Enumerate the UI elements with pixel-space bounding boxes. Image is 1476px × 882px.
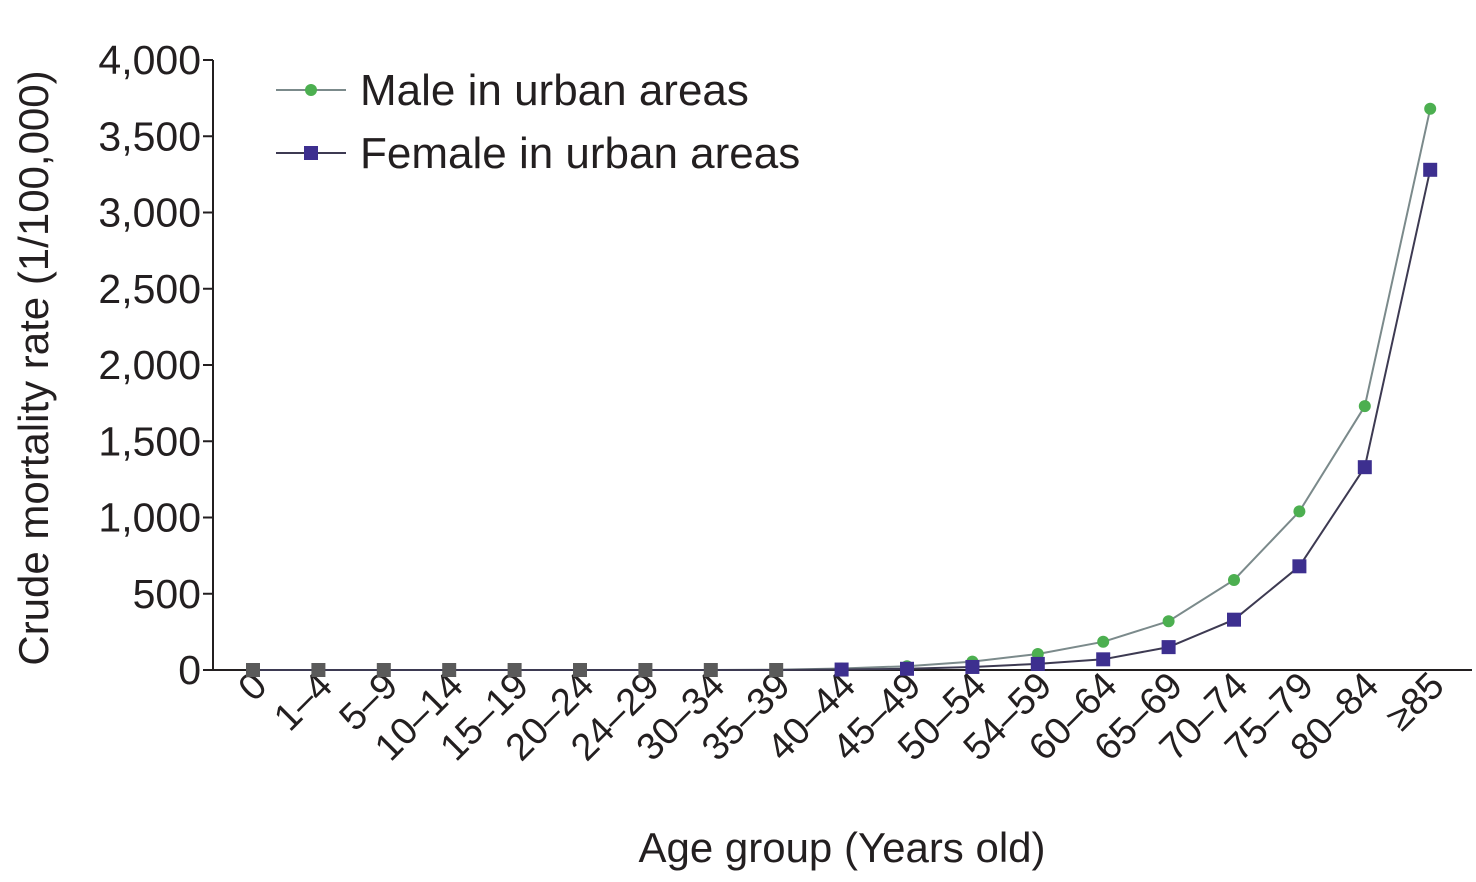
legend: Male in urban areas Female in urban area… [276,66,800,178]
data-point-female [246,663,260,677]
data-point-female [507,663,522,677]
data-point-female [1423,162,1438,177]
data-point-female [573,663,587,677]
data-point-female [1357,460,1372,475]
data-point-male [1293,505,1306,518]
y-tick-label: 0 [178,647,201,693]
data-point-female [311,663,326,677]
legend-label-female: Female in urban areas [360,129,800,178]
legend-item-female: Female in urban areas [276,129,800,178]
data-point-female [1292,559,1307,574]
series-line-male [253,108,1432,671]
data-point-male [1424,102,1437,115]
data-point-female [900,661,914,676]
data-point-female [834,662,849,677]
legend-marker-male [305,84,317,96]
series-layer [246,102,1438,677]
data-point-male [1162,615,1175,628]
data-point-male [1097,635,1110,648]
y-ticks: 0 500 1,000 1,500 2,000 2,500 3,000 3,500 4,000 [98,37,213,693]
legend-marker-female [304,146,318,160]
data-point-female [965,659,980,674]
x-tick-label: 1–4 [266,665,341,740]
y-tick-label: 2,500 [98,266,201,312]
data-point-female [1227,612,1241,627]
data-point-female [1161,640,1176,655]
x-axis-title: Age group (Years old) [638,824,1045,871]
y-tick-label: 4,000 [98,37,201,83]
data-point-female [703,663,718,677]
legend-item-male: Male in urban areas [276,66,749,115]
data-point-male [1358,400,1371,413]
y-tick-label: 1,500 [98,418,201,464]
series-line-female [253,169,1432,671]
y-tick-label: 500 [133,571,201,617]
y-tick-label: 3,000 [98,190,201,236]
data-point-male [1228,574,1240,587]
legend-label-male: Male in urban areas [360,66,749,115]
data-point-female [1096,652,1111,667]
y-tick-label: 2,000 [98,342,201,388]
y-axis-title: Crude mortality rate (1/100,000) [10,70,57,665]
y-tick-label: 1,000 [98,495,201,541]
data-point-female [442,663,457,677]
x-tick-label: ≥85 [1378,665,1452,739]
x-ticks: 01–45–910–1415–1920–2424–2930–3435–3940–… [231,665,1453,769]
data-point-female [769,663,784,677]
data-point-female [376,663,391,677]
data-point-female [1030,656,1045,671]
data-point-female [638,663,653,677]
y-tick-label: 3,500 [98,113,201,159]
